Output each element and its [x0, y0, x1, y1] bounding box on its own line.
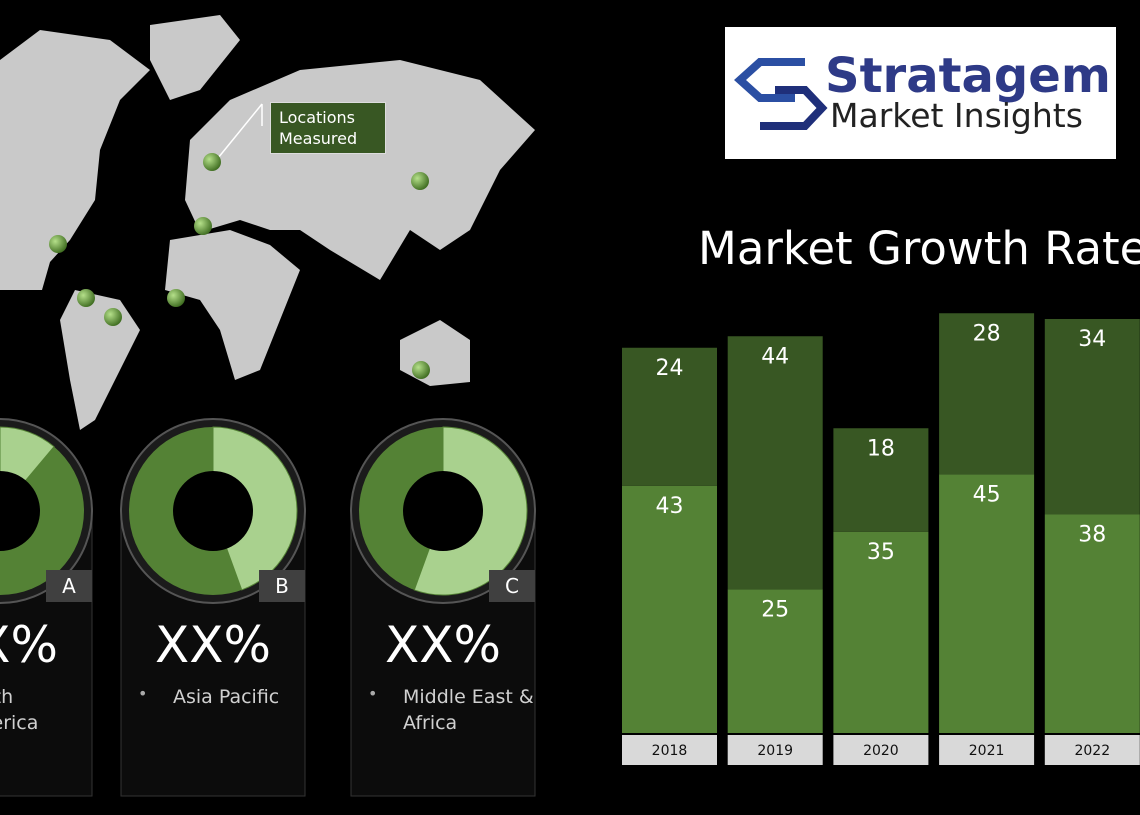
region-value: XX% [384, 616, 501, 674]
value-label: 35 [867, 540, 895, 565]
bar [833, 531, 929, 733]
bar [939, 474, 1035, 733]
donut-hole [403, 471, 483, 551]
bar [1044, 514, 1140, 733]
category-box [727, 735, 823, 765]
value-label: 45 [973, 482, 1001, 507]
letter-box [46, 570, 92, 602]
callout-lines [217, 103, 263, 159]
value-label: 18 [867, 436, 895, 461]
bar [622, 485, 717, 733]
bar [939, 313, 1035, 475]
bar [727, 589, 823, 733]
logo-name: Stratagem [825, 48, 1111, 104]
value-label: 28 [973, 321, 1001, 346]
value-label: 24 [656, 356, 684, 381]
category-box [1044, 735, 1140, 765]
region-letter: A [62, 574, 76, 598]
location-pins [49, 153, 430, 379]
category-box [833, 735, 929, 765]
category-box [939, 735, 1035, 765]
x-tick-label: 2019 [757, 743, 793, 759]
value-label: 34 [1078, 327, 1106, 352]
bullet: • [368, 684, 378, 703]
x-tick-label: 2020 [863, 743, 899, 759]
donuts: A B C [0, 418, 536, 797]
bar [727, 336, 823, 590]
region-name: Middle East & Africa [403, 686, 534, 734]
donut-hole [0, 471, 40, 551]
value-label: 44 [761, 344, 789, 369]
bullet: • [138, 684, 148, 703]
region-letter: C [505, 574, 519, 598]
callout: Locations Measured [270, 102, 386, 154]
chart-title: Market Growth Rate [698, 222, 1140, 275]
donut-hole [173, 471, 253, 551]
letter-box [259, 570, 305, 602]
region-value: XX% [0, 616, 58, 674]
value-label: 25 [761, 597, 789, 622]
region-name: Asia Pacific [173, 686, 280, 708]
chart: 43 24 2018 25 44 2019 35 18 2020 45 28 2021 38 34 2022 [622, 313, 1140, 765]
x-tick-label: 2021 [969, 743, 1005, 759]
bar [622, 347, 717, 486]
region-value: XX% [154, 616, 271, 674]
x-tick-label: 2022 [1074, 743, 1110, 759]
bar [1044, 319, 1140, 515]
world-map [0, 15, 535, 430]
logo-icon [734, 58, 828, 130]
value-label: 38 [1078, 523, 1106, 548]
value-label: 43 [656, 494, 684, 519]
letter-box [489, 570, 535, 602]
region-name: North America [0, 686, 39, 734]
region-letter: B [275, 574, 289, 598]
category-box [622, 735, 717, 765]
x-tick-label: 2018 [652, 743, 688, 759]
bar [833, 428, 929, 532]
logo-tagline: Market Insights [830, 96, 1083, 135]
